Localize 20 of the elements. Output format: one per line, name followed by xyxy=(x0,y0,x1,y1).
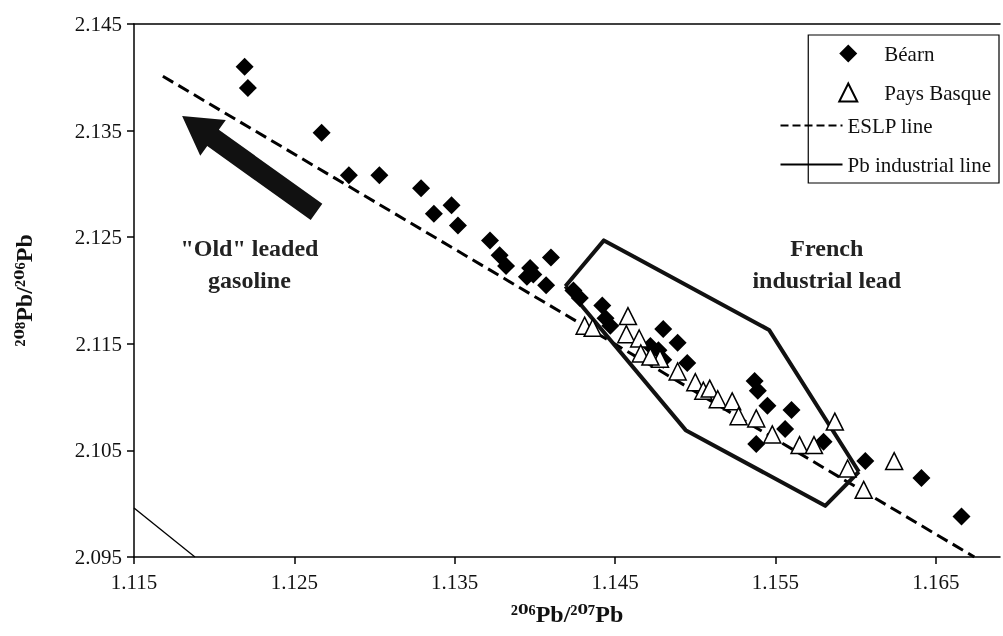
x-tick-label: 1.135 xyxy=(431,569,479,594)
annotation: "Old" leaded gasoline xyxy=(180,235,320,294)
legend-label: Pays Basque xyxy=(884,80,992,105)
y-tick-label: 2.135 xyxy=(74,118,122,143)
legend-label: ESLP line xyxy=(847,113,933,138)
y-tick-label: 2.105 xyxy=(74,438,122,463)
y-tick-label: 2.125 xyxy=(74,225,122,250)
x-tick-label: 1.165 xyxy=(912,569,960,594)
x-tick-label: 1.155 xyxy=(751,569,800,594)
y-tick-label: 2.145 xyxy=(74,12,122,36)
legend-label: Béarn xyxy=(884,41,935,66)
legend-label: Pb industrial line xyxy=(847,152,992,177)
y-tick-label: 2.115 xyxy=(75,331,122,356)
y-tick-label: 2.095 xyxy=(74,545,122,569)
x-tick-label: 1.145 xyxy=(591,569,639,594)
x-tick-label: 1.125 xyxy=(270,569,318,594)
annotation: French industrial lead xyxy=(752,235,902,294)
y-axis-title: ²⁰⁸Pb/²⁰⁶Pb xyxy=(11,234,37,347)
x-axis-title: ²⁰⁶Pb/²⁰⁷Pb xyxy=(510,601,624,627)
x-tick-label: 1.115 xyxy=(110,569,158,594)
